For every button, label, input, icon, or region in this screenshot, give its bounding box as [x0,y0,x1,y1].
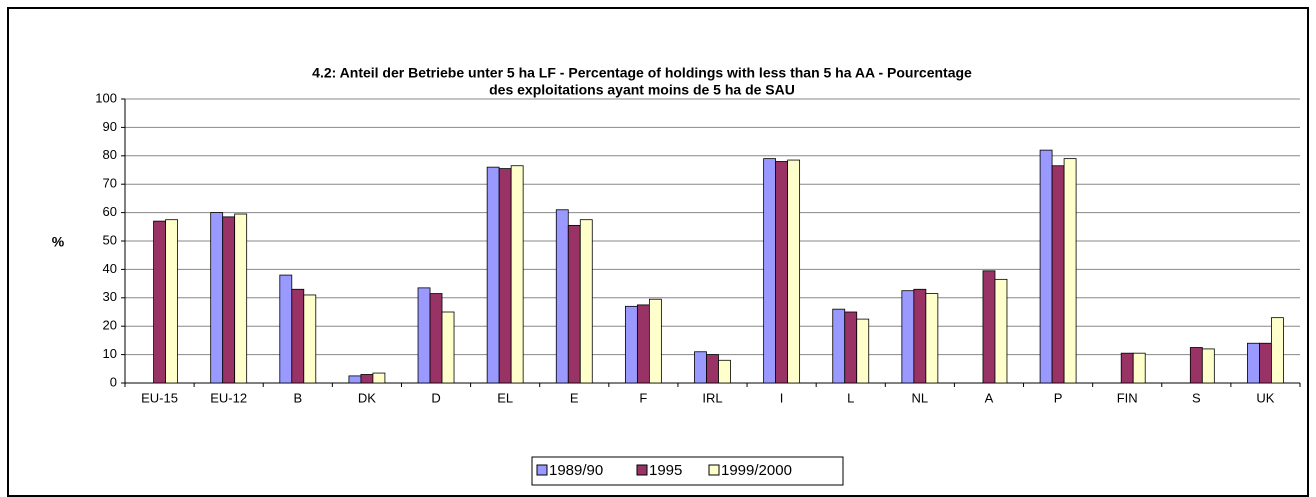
x-tick-label: IRL [702,390,722,405]
bar [486,166,500,384]
bar [1132,352,1146,384]
legend-box [531,456,844,486]
bar [1039,149,1053,384]
y-tick-label: 60 [103,204,117,219]
bar [510,165,524,384]
x-tick-label: EU-15 [141,390,178,405]
bar [441,311,455,384]
y-tick-label: 10 [103,346,117,361]
bar [348,375,362,384]
bar [1051,165,1065,384]
y-tick-label: 70 [103,176,117,191]
y-tick-label: 50 [103,232,117,247]
bar [1201,348,1215,384]
bar [1189,347,1203,384]
bar [417,287,431,384]
x-tick-label: NL [912,390,929,405]
bar [555,209,569,384]
bar [913,288,927,384]
x-tick-label: FIN [1117,390,1138,405]
x-tick-label: P [1054,390,1063,405]
x-tick-label: DK [358,390,376,405]
bar [624,305,638,384]
y-tick-label: 100 [95,90,117,105]
x-tick-label: L [847,390,854,405]
x-tick-label: S [1192,390,1201,405]
bar [222,216,236,384]
bar [579,219,593,384]
x-tick-label: UK [1256,390,1274,405]
x-tick-label: EU-12 [210,390,247,405]
bar [1063,158,1077,384]
x-tick-label: I [780,390,784,405]
legend-label: 1989/90 [549,462,603,479]
bar [1247,342,1260,384]
x-tick-label: E [570,390,579,405]
bar [210,212,224,384]
bar [844,311,858,384]
bar [694,351,707,384]
x-tick-label: B [293,390,302,405]
y-tick-label: 0 [110,374,117,389]
bar [787,159,801,384]
bar [234,213,248,384]
legend-swatch [536,464,548,476]
bar [291,288,305,384]
y-tick-label: 20 [103,318,117,333]
legend-swatch [636,464,648,476]
chart-title: des exploitations ayant moins de 5 ha de… [489,82,795,98]
bar [856,318,870,384]
bar [303,294,317,384]
bar [636,304,650,384]
bar [1271,317,1284,384]
bar [982,270,996,384]
x-tick-label: A [985,390,994,405]
legend-label: 1995 [649,462,682,479]
bar [567,224,581,384]
chart-title: 4.2: Anteil der Betriebe unter 5 ha LF -… [312,65,972,81]
bar [498,168,512,384]
y-tick-label: 30 [103,289,117,304]
bar [165,219,178,384]
bar [763,158,777,384]
y-tick-label: 90 [103,119,117,134]
bar [360,374,374,384]
bar [994,278,1008,384]
bar [925,293,939,384]
x-tick-label: EL [497,390,513,405]
bar [648,298,662,384]
bar [153,220,166,384]
legend-swatch [708,464,720,476]
y-axis-label: % [52,234,65,250]
bar [429,293,443,384]
bar [706,354,719,384]
x-tick-label: F [639,390,647,405]
y-tick-label: 80 [103,147,117,162]
legend-label: 1999/2000 [721,462,792,479]
x-tick-label: D [431,390,440,405]
y-tick-label: 40 [103,261,117,276]
bar [832,308,846,384]
bar [718,359,731,384]
bar [1259,342,1272,384]
bar [279,274,293,384]
bar [372,372,386,384]
bar [1120,352,1134,384]
bar [901,290,915,384]
bar [775,161,789,384]
